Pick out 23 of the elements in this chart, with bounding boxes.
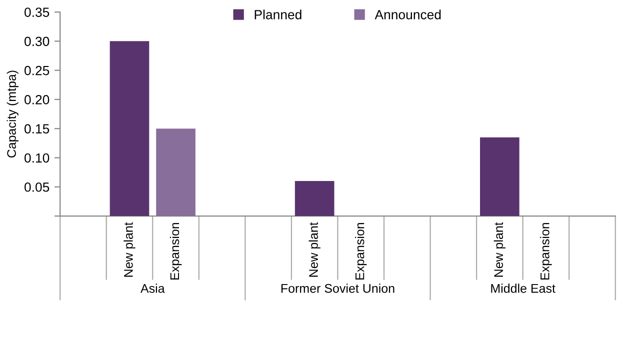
- y-axis-title: Capacity (mtpa): [6, 70, 18, 158]
- y-tick-label: 0.30: [24, 36, 50, 46]
- legend-label: Announced: [374, 10, 441, 20]
- x-tick-label: Expansion: [170, 222, 182, 280]
- bar: [480, 137, 520, 216]
- bar: [294, 181, 334, 216]
- y-tick-label: 0.35: [24, 8, 50, 17]
- text: Asia: [140, 284, 165, 293]
- x-tick-label: Expansion: [540, 222, 552, 280]
- x-tick-label: New plant: [124, 222, 136, 277]
- bar: [156, 128, 196, 216]
- y-tick-label: 0.15: [24, 124, 50, 134]
- x-tick-label: New plant: [308, 222, 320, 277]
- y-tick-label: 0.05: [24, 182, 50, 192]
- text: Former Soviet Union: [281, 284, 394, 293]
- legend-label: Planned: [254, 10, 302, 20]
- y-tick-label: 0.20: [24, 95, 50, 104]
- x-tick-label: New plant: [494, 222, 506, 277]
- bar: [110, 41, 150, 216]
- x-tick-label: Expansion: [355, 222, 367, 280]
- y-tick-label: 0.25: [24, 66, 50, 76]
- y-tick-label: 0.10: [24, 153, 50, 163]
- text: Middle East: [491, 284, 556, 293]
